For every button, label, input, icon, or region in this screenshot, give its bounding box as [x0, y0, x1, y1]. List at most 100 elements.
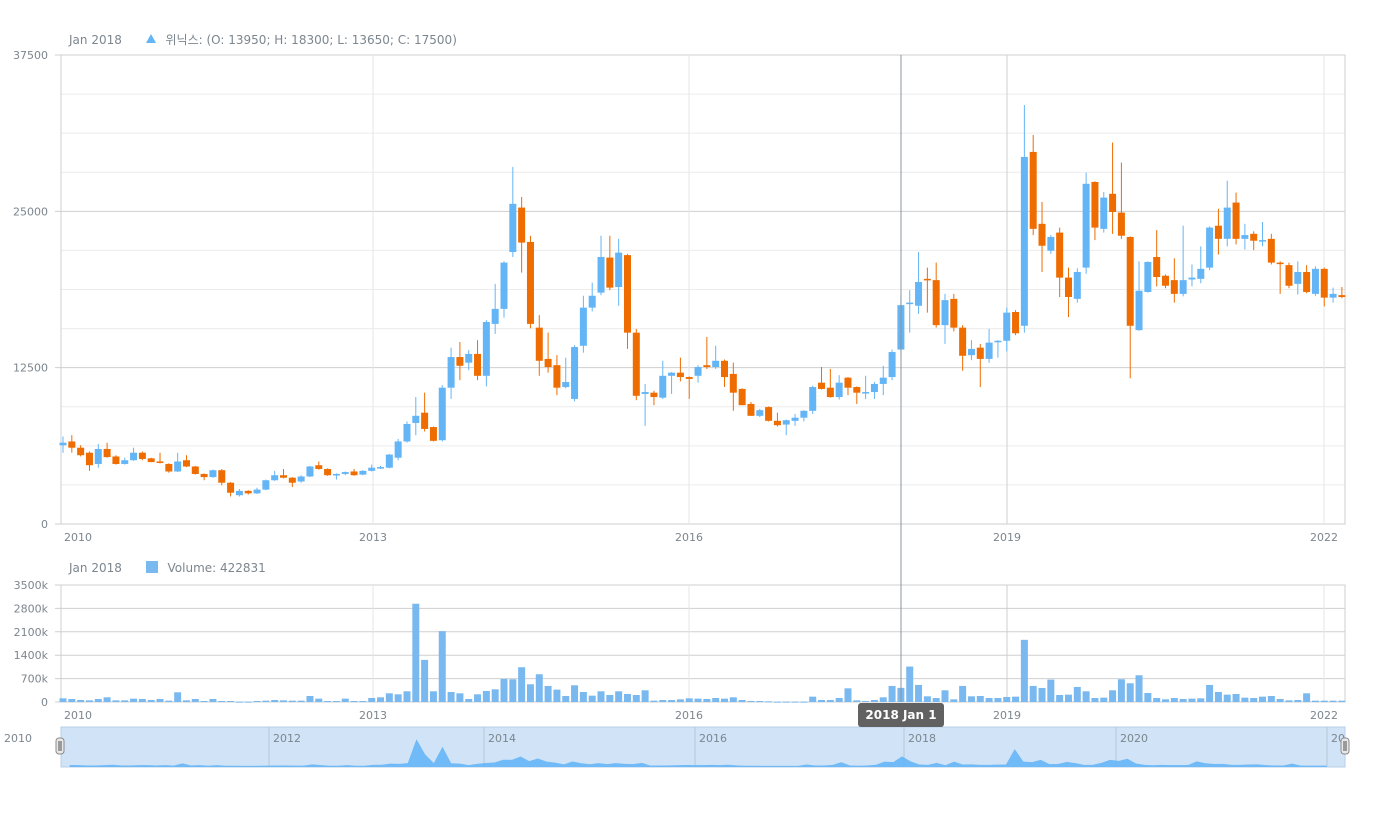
candle-body	[888, 352, 896, 378]
triangle-up-icon	[145, 34, 156, 43]
candle-body	[253, 489, 261, 494]
candle-body	[844, 377, 852, 388]
handle-grip-icon	[1343, 741, 1347, 751]
candle-body	[438, 387, 446, 441]
candle	[1117, 162, 1125, 239]
candle	[950, 293, 958, 332]
candle	[147, 457, 155, 463]
candle-body	[77, 447, 85, 456]
volume-bar	[1214, 691, 1222, 702]
volume-y-tick-label: 0	[41, 696, 48, 709]
candle-body	[324, 468, 332, 476]
candle-body	[1153, 256, 1161, 277]
candle-body	[915, 281, 923, 306]
candle	[1276, 261, 1284, 294]
volume-bar	[1241, 697, 1249, 702]
candle	[721, 359, 728, 388]
candle-body	[1241, 235, 1249, 239]
candle	[1012, 310, 1020, 336]
candle	[59, 436, 67, 453]
y-tick-label: 37500	[13, 49, 48, 62]
candle	[218, 468, 226, 486]
candle-body	[1162, 275, 1169, 286]
candle-body	[747, 403, 755, 416]
candle-body	[1091, 181, 1099, 228]
candle-body	[103, 448, 111, 458]
candle-body	[1029, 151, 1037, 229]
volume-bar	[324, 700, 332, 702]
candle	[606, 235, 614, 291]
volume-bar	[985, 697, 993, 702]
candle	[165, 463, 173, 473]
volume-y-tick-label: 2100k	[14, 626, 49, 639]
volume-bar	[571, 685, 579, 702]
volume-bar	[668, 699, 676, 702]
candle	[729, 362, 737, 411]
volume-bar	[765, 701, 773, 703]
y-tick-label: 0	[41, 518, 48, 531]
candle	[1206, 226, 1214, 271]
candle	[1056, 227, 1064, 298]
x-tick-label: 2016	[675, 531, 703, 544]
candle-body	[94, 448, 102, 464]
candle	[350, 468, 358, 476]
candle-body	[200, 473, 208, 478]
volume-bar	[1188, 698, 1196, 702]
volume-bar	[615, 691, 623, 702]
volume-bar	[870, 699, 878, 702]
candle-body	[1214, 225, 1222, 239]
candle	[632, 328, 640, 401]
candle	[959, 325, 967, 371]
candle-body	[976, 347, 984, 359]
candle	[659, 360, 667, 399]
volume-x-tick-label: 2019	[993, 709, 1021, 722]
candle-body	[923, 278, 931, 281]
candle	[509, 166, 517, 257]
volume-bar	[1329, 700, 1337, 702]
candle-body	[1056, 232, 1064, 278]
navigator-tick-label: 2014	[488, 732, 516, 745]
candle-body	[227, 482, 235, 493]
volume-bar	[756, 700, 764, 702]
candle	[235, 488, 243, 497]
candle-body	[209, 470, 217, 478]
volume-bar	[1153, 697, 1161, 702]
candle	[474, 340, 482, 381]
candle-body	[350, 471, 358, 476]
candle	[368, 464, 376, 472]
candle	[1294, 261, 1302, 295]
volume-bar	[1082, 691, 1090, 702]
candle	[306, 465, 314, 478]
candle-body	[1285, 265, 1293, 286]
volume-bar	[1109, 690, 1117, 702]
candle-body	[191, 466, 199, 474]
candle-body	[518, 207, 526, 243]
volume-bar	[1064, 694, 1072, 702]
candle	[1073, 268, 1081, 303]
candle-body	[835, 382, 843, 398]
volume-bar	[659, 699, 667, 702]
candle-body	[712, 360, 720, 368]
volume-series	[59, 603, 1346, 703]
navigator-volume-area	[69, 739, 1327, 767]
volume-bar	[1020, 639, 1028, 702]
candle	[482, 320, 490, 387]
volume-bar	[509, 679, 517, 702]
candle	[112, 455, 120, 465]
volume-bar	[209, 698, 217, 702]
candle-body	[659, 375, 667, 398]
candle	[429, 426, 437, 442]
volume-bar	[1117, 679, 1125, 702]
volume-bar	[853, 700, 861, 702]
volume-bar	[1135, 675, 1143, 702]
volume-bar	[412, 603, 420, 702]
candle	[438, 385, 446, 442]
volume-bar	[694, 698, 702, 702]
volume-bar	[623, 693, 631, 702]
candle	[703, 337, 711, 369]
volume-y-tick-label: 3500k	[14, 579, 49, 592]
volume-bar	[1294, 699, 1302, 702]
candle-body	[447, 357, 455, 388]
candle-body	[85, 452, 93, 466]
